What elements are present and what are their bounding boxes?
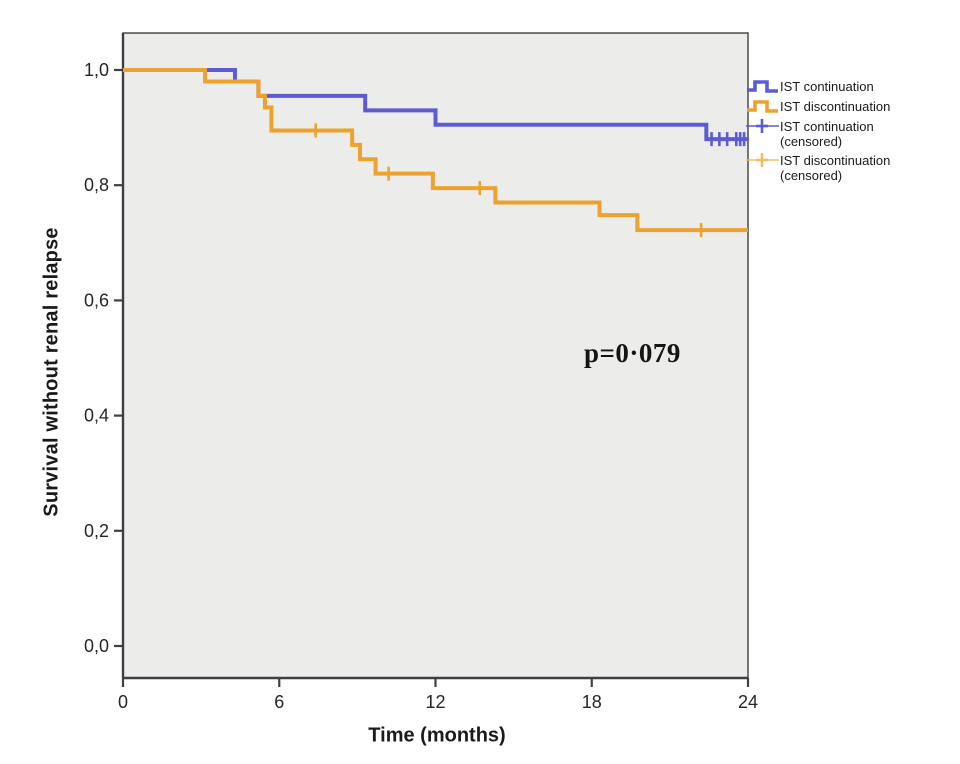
legend: IST continuation IST discontinuation IST c… xyxy=(746,77,954,185)
y-tick-label: 1,0 xyxy=(84,60,109,80)
step-line-icon xyxy=(747,100,778,113)
legend-item-ist-discontinuation-censored: IST discontinuation (censored) xyxy=(746,151,954,183)
y-axis-title: Survival without renal relapse xyxy=(40,227,63,517)
y-tick-label: 0,8 xyxy=(84,175,109,195)
legend-item-ist-continuation-censored: IST continuation (censored) xyxy=(746,117,954,149)
legend-item-label: IST continuation (censored) xyxy=(780,119,874,149)
legend-item-ist-discontinuation: IST discontinuation xyxy=(746,97,954,115)
survival-curve-ist-discontinuation xyxy=(123,68,748,233)
p-value-annotation: p=0·079 xyxy=(584,338,681,368)
x-tick-label: 0 xyxy=(118,692,128,712)
plus-marker-icon xyxy=(746,153,779,167)
legend-item-label: IST discontinuation (censored) xyxy=(780,153,891,183)
legend-item-label: IST continuation xyxy=(780,79,874,94)
step-line-icon xyxy=(747,80,778,93)
x-tick-label: 12 xyxy=(425,692,445,712)
y-tick-label: 0,2 xyxy=(84,521,109,541)
legend-item-label: IST discontinuation xyxy=(780,99,891,114)
x-tick-label: 24 xyxy=(738,692,758,712)
legend-item-ist-continuation: IST continuation xyxy=(746,77,954,95)
x-tick-label: 18 xyxy=(582,692,602,712)
plus-marker-icon xyxy=(746,119,779,133)
y-tick-label: 0,4 xyxy=(84,406,109,426)
y-tick-label: 0,6 xyxy=(84,290,109,310)
plot-area xyxy=(122,32,749,679)
x-tick-label: 6 xyxy=(274,692,284,712)
x-axis-title: Time (months) xyxy=(368,724,506,747)
y-tick-label: 0,0 xyxy=(84,636,109,656)
